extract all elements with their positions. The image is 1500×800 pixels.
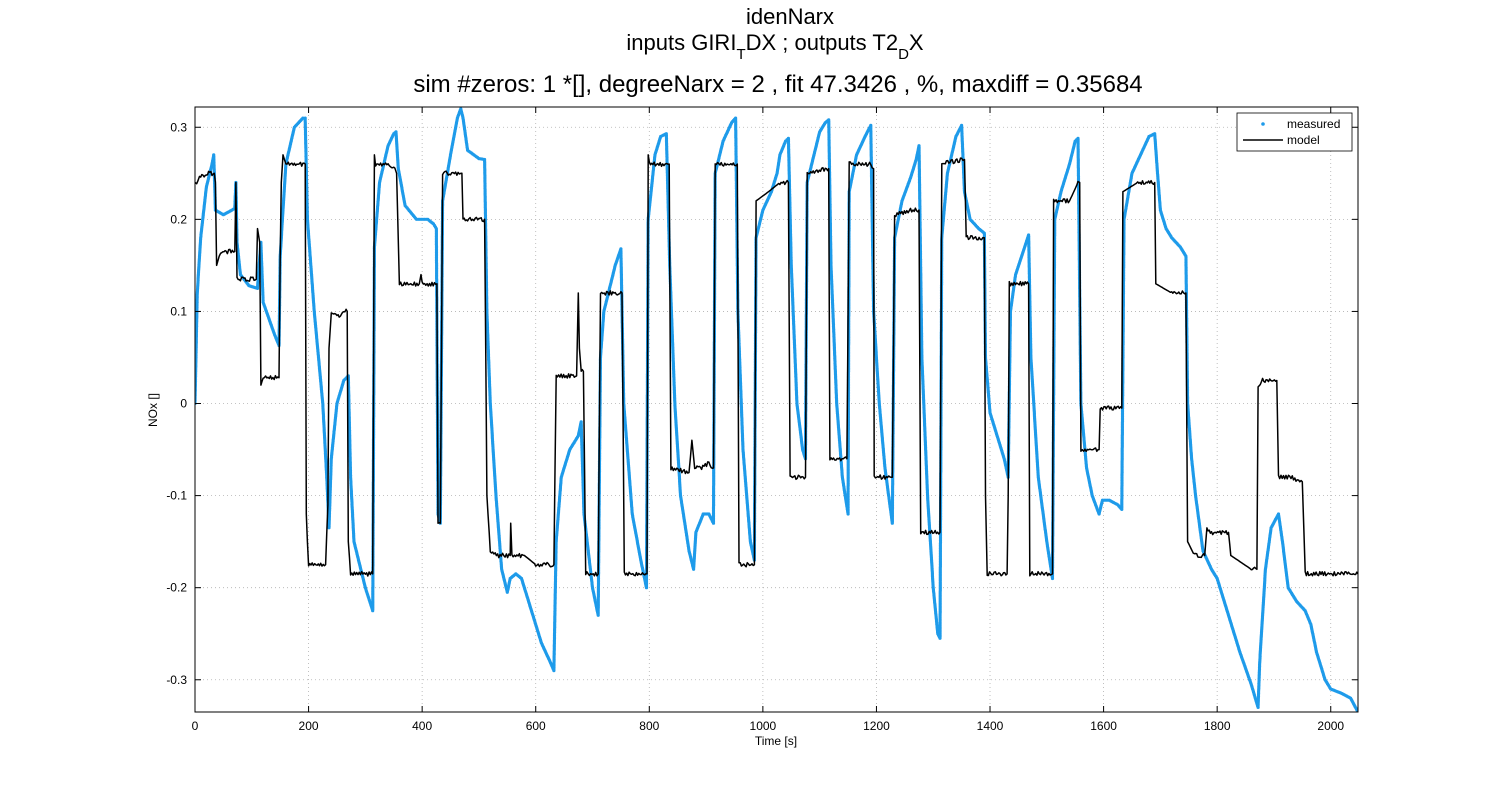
title-sub-a: T [736, 46, 745, 63]
title-sub-b: D [898, 46, 909, 63]
series-layer [195, 107, 1358, 712]
chart-title: idenNarx [746, 4, 834, 29]
measured-point [301, 116, 305, 120]
series-measured [195, 107, 1358, 712]
grid [194, 107, 1358, 712]
title-part-b: DX ; outputs T2 [746, 30, 898, 55]
chart-subtitle: sim #zeros: 1 *[], degreeNarx = 2 , fit … [413, 71, 1142, 98]
title-part-c: X [909, 30, 924, 55]
title-part-a: inputs GIRI [626, 30, 736, 55]
chart-title-inputs-outputs: inputs GIRITDX ; outputs T2DX [626, 30, 924, 63]
